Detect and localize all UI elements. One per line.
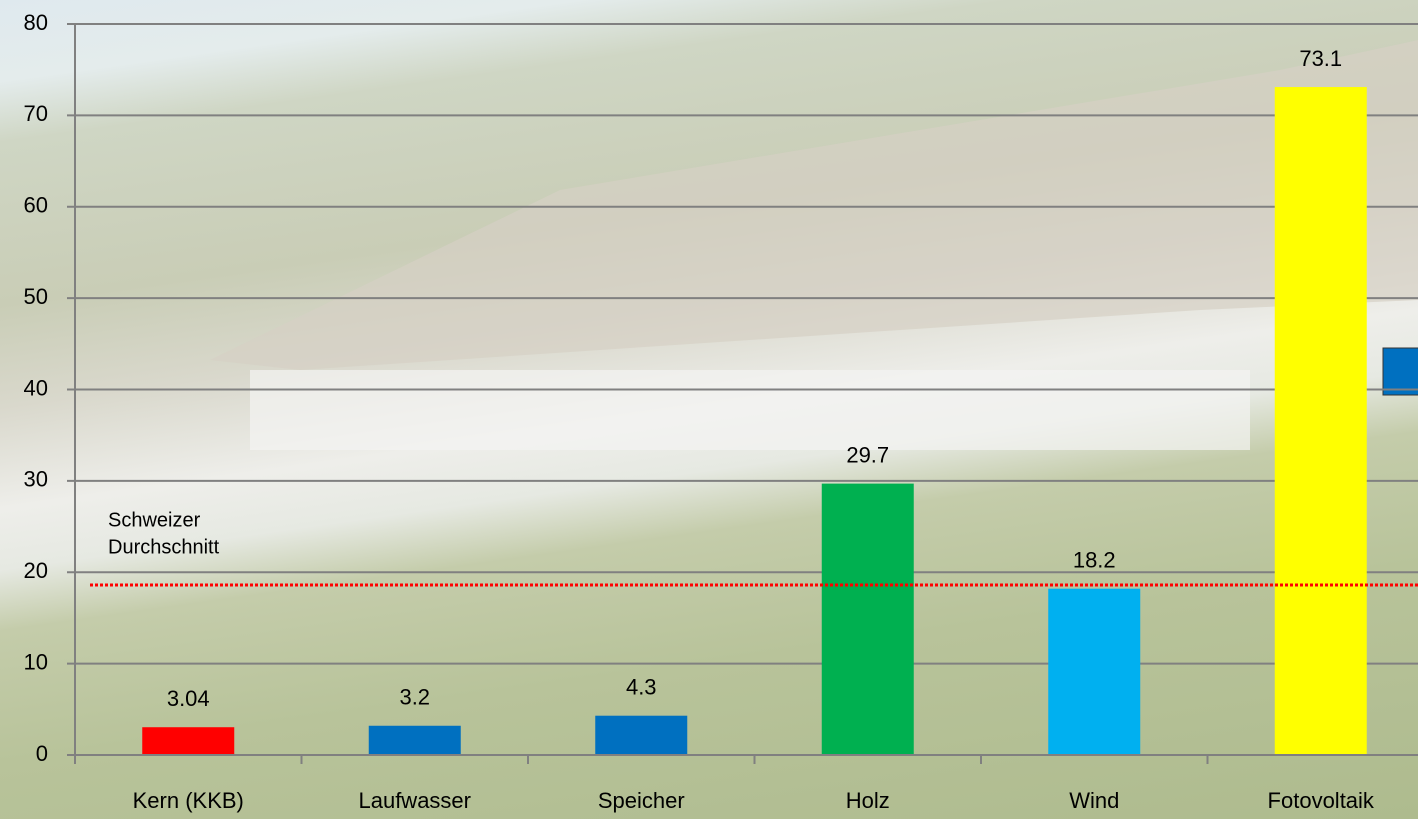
- bar: [595, 715, 688, 755]
- background-wall: [250, 370, 1250, 450]
- y-tick-label: 60: [24, 193, 48, 218]
- x-tick-label: Fotovoltaik: [1268, 788, 1375, 813]
- y-tick-label: 0: [36, 741, 48, 766]
- legend-marker: [1382, 347, 1418, 396]
- background-roof: [210, 40, 1418, 370]
- y-tick-label: 40: [24, 375, 48, 400]
- bar: [1274, 87, 1367, 755]
- y-tick-label: 70: [24, 101, 48, 126]
- x-tick-label: Laufwasser: [358, 788, 471, 813]
- x-tick-label: Holz: [846, 788, 890, 813]
- x-tick-label: Wind: [1069, 788, 1119, 813]
- reference-label: Schweizer: [108, 509, 201, 531]
- bar: [142, 727, 235, 755]
- value-label: 29.7: [846, 442, 889, 467]
- bar: [368, 725, 461, 755]
- y-tick-label: 80: [24, 10, 48, 35]
- value-label: 4.3: [626, 675, 657, 700]
- x-tick-label: Speicher: [598, 788, 685, 813]
- y-tick-label: 10: [24, 649, 48, 674]
- y-tick-label: 20: [24, 558, 48, 583]
- value-label: 3.2: [399, 685, 430, 710]
- bar: [1048, 588, 1141, 755]
- x-tick-label: Kern (KKB): [133, 788, 244, 813]
- bar: [821, 483, 914, 755]
- reference-label: Durchschnitt: [108, 536, 220, 558]
- y-tick-label: 50: [24, 284, 48, 309]
- value-label: 18.2: [1073, 548, 1116, 573]
- y-tick-label: 30: [24, 467, 48, 492]
- value-label: 3.04: [167, 686, 210, 711]
- value-label: 73.1: [1299, 46, 1342, 71]
